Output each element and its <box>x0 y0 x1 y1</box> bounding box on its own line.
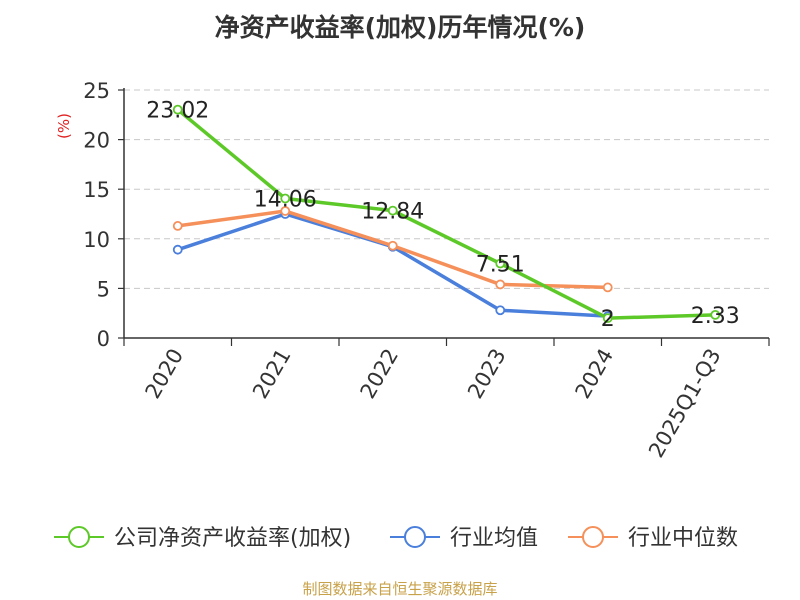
legend-marker <box>582 526 604 548</box>
legend-label: 行业均值 <box>450 526 538 551</box>
chart-title: 净资产收益率(加权)历年情况(%) <box>214 13 586 42</box>
grid-lines <box>124 89 769 289</box>
data-point <box>602 313 613 324</box>
data-point <box>495 305 506 316</box>
data-point <box>495 279 506 290</box>
x-tick-label: 2025Q1-Q3 <box>644 345 726 462</box>
data-point <box>172 221 183 231</box>
series-lines <box>172 104 721 324</box>
source-note: 制图数据来自恒生聚源数据库 <box>302 580 498 598</box>
y-tick-label: 20 <box>83 129 110 153</box>
x-tick-label: 2022 <box>356 345 404 403</box>
data-point <box>280 193 291 204</box>
data-label: 2.33 <box>691 304 740 329</box>
data-labels: 23.02 14.06 12.84 7.51 2 2.33 <box>146 99 739 333</box>
data-label: 7.51 <box>476 253 525 278</box>
y-tick-label: 15 <box>83 178 110 202</box>
x-tick-label: 2024 <box>571 345 619 403</box>
data-point <box>710 309 721 320</box>
y-tick-label: 5 <box>97 277 110 301</box>
data-point <box>602 282 613 293</box>
y-tick-label: 10 <box>83 228 110 252</box>
legend-marker <box>68 526 90 548</box>
legend-label: 行业中位数 <box>628 526 738 551</box>
data-point <box>172 104 183 115</box>
data-label: 23.02 <box>146 99 209 124</box>
y-tick-label: 25 <box>83 79 110 103</box>
y-axis-unit: (%) <box>55 113 73 139</box>
data-point <box>280 206 291 216</box>
series-line <box>176 108 716 320</box>
x-tick-label: 2023 <box>463 345 511 403</box>
y-tick-label: 0 <box>97 327 110 351</box>
legend-marker <box>404 526 426 548</box>
x-tick-label: 2021 <box>248 345 296 403</box>
x-tick-label: 2020 <box>141 345 189 403</box>
series-line <box>177 212 608 318</box>
data-point <box>387 205 398 216</box>
legend: 公司净资产收益率(加权) 行业均值 行业中位数 <box>54 526 738 551</box>
data-label: 14.06 <box>254 188 317 213</box>
axes: 0 5 10 15 20 25 (%) 2020 2021 2022 2023 2024 2025Q1-… <box>55 79 770 462</box>
data-label: 12.84 <box>361 200 424 225</box>
data-label: 2 <box>601 307 615 332</box>
data-point <box>387 240 398 251</box>
data-point <box>495 258 506 269</box>
legend-label: 公司净资产收益率(加权) <box>114 526 351 551</box>
data-point <box>172 244 183 255</box>
